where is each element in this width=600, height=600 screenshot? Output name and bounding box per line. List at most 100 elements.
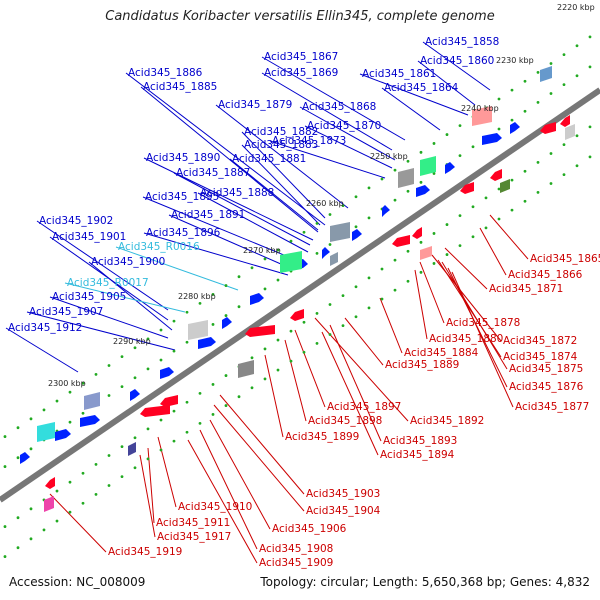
leader-line [444, 247, 488, 290]
gene-label[interactable]: Acid345_1874 [503, 351, 578, 363]
gene-label[interactable]: Acid345_1883 [244, 139, 318, 151]
gene-label[interactable]: Acid345_1878 [446, 317, 520, 329]
scale-ticks: 2220 kbp 2230 kbp 2240 kbp 2250 kbp 2260 kbp… [48, 3, 595, 388]
gene-label[interactable]: Acid345_1861 [362, 68, 436, 80]
tick-dot [328, 303, 332, 306]
gene-label[interactable]: Acid345_1902 [39, 215, 113, 227]
gene-label[interactable]: Acid345_1910 [178, 501, 252, 513]
reverse-gene-arrow [560, 115, 570, 127]
gene-label[interactable]: Acid345_R0017 [67, 277, 149, 289]
tick-dot [81, 411, 85, 415]
gene-label[interactable]: Acid345_1869 [264, 67, 338, 79]
gene-label[interactable]: Acid345_R0016 [118, 241, 200, 253]
gene-label[interactable]: Acid345_1912 [8, 322, 82, 334]
tick-dot [198, 301, 202, 305]
gene-label[interactable]: Acid345_1871 [489, 283, 563, 295]
leader-line [269, 140, 386, 179]
gene-label[interactable]: Acid345_1879 [218, 99, 292, 111]
gene-label[interactable]: Acid345_1895 [145, 191, 219, 203]
gene-label[interactable]: Acid345_1908 [259, 543, 333, 555]
gene-label[interactable]: Acid345_1876 [509, 381, 584, 393]
gene-label[interactable]: Acid345_1899 [285, 431, 359, 443]
tick-dot [29, 537, 33, 541]
gene-label[interactable]: Acid345_1870 [307, 120, 381, 132]
tick-dot [315, 221, 319, 225]
forward-gene-arrow [55, 429, 71, 441]
gene-label[interactable]: Acid345_1881 [232, 153, 306, 165]
gene-label[interactable]: Acid345_1907 [29, 306, 103, 318]
gene-box [398, 168, 414, 188]
gene-label[interactable]: Acid345_1882 [244, 126, 318, 138]
gene-label[interactable]: Acid345_1884 [404, 347, 479, 359]
tick-dot [55, 519, 59, 523]
gene-label[interactable]: Acid345_1887 [176, 167, 250, 179]
tick-dot [133, 466, 137, 470]
tick-dot [3, 555, 7, 558]
gene-label[interactable]: Acid345_1896 [146, 227, 221, 239]
gene-label[interactable]: Acid345_1903 [306, 488, 380, 500]
tick-dot [354, 225, 358, 229]
scale-tick-label: 2280 kbp [178, 292, 216, 301]
gene-label[interactable]: Acid345_1898 [308, 415, 382, 427]
gene-label[interactable]: Acid345_1873 [272, 135, 346, 147]
gene-label[interactable]: Acid345_1906 [272, 523, 347, 535]
gene-label[interactable]: Acid345_1894 [380, 449, 455, 461]
tick-dot [29, 447, 33, 451]
leader-line [299, 106, 396, 161]
tick-dot [523, 169, 527, 173]
gene-label[interactable]: Acid345_1901 [52, 231, 126, 243]
tick-dot [224, 404, 228, 407]
gene-label[interactable]: Acid345_1886 [128, 67, 203, 79]
reverse-gene-arrow [412, 227, 422, 239]
forward-gene-arrow [416, 185, 430, 197]
gene-label[interactable]: Acid345_1877 [515, 401, 589, 413]
tick-dot [549, 182, 553, 185]
leader-line [381, 87, 441, 131]
forward-gene-arrow [250, 293, 264, 305]
gene-label[interactable]: Acid345_1919 [108, 546, 182, 558]
gene-label[interactable]: Acid345_1858 [425, 36, 499, 48]
tick-dot [263, 377, 267, 381]
tick-dot [432, 262, 436, 265]
tick-dot [575, 44, 579, 48]
gene-label[interactable]: Acid345_1868 [302, 101, 376, 113]
map-title: Candidatus Koribacter versatilis Ellin34… [105, 9, 495, 24]
gene-label[interactable]: Acid345_1880 [429, 333, 503, 345]
gene-label[interactable]: Acid345_1897 [327, 401, 401, 413]
gene-label[interactable]: Acid345_1867 [264, 51, 338, 63]
gene-label[interactable]: Acid345_1865 [530, 253, 600, 265]
gene-label[interactable]: Acid345_1864 [384, 82, 459, 94]
tick-dot [107, 454, 111, 457]
gene-label[interactable]: Acid345_1891 [171, 209, 245, 221]
tick-dot [393, 258, 397, 262]
gene-label[interactable]: Acid345_1860 [420, 55, 494, 67]
gene-label[interactable]: Acid345_1893 [383, 435, 457, 447]
gene-label[interactable]: Acid345_1911 [156, 517, 230, 529]
gene-label[interactable]: Acid345_1917 [157, 531, 231, 543]
leader-line [125, 72, 326, 226]
forward-gene-arrow [352, 229, 362, 241]
gene-label[interactable]: Acid345_1905 [52, 291, 126, 303]
gene-label[interactable]: Acid345_1892 [410, 415, 484, 427]
gene-label[interactable]: Acid345_1904 [306, 505, 381, 517]
gene-label[interactable]: Acid345_1872 [503, 335, 577, 347]
gene-label[interactable]: Acid345_1866 [508, 269, 583, 281]
tick-dot [354, 285, 358, 289]
gene-label[interactable]: Acid345_1889 [385, 359, 459, 371]
tick-dot [380, 177, 384, 181]
tick-dot [380, 297, 384, 301]
tick-dot [536, 70, 540, 74]
reverse-gene-arrow [540, 122, 556, 134]
gene-box [128, 442, 136, 456]
gene-label[interactable]: Acid345_1900 [91, 256, 165, 268]
tick-dot [393, 168, 397, 172]
gene-label[interactable]: Acid345_1885 [143, 81, 217, 93]
tick-dot [588, 125, 592, 129]
tick-dot [380, 267, 384, 271]
gene-label[interactable]: Acid345_1875 [509, 363, 583, 375]
gene-label[interactable]: Acid345_1909 [259, 557, 333, 569]
gene-label[interactable]: Acid345_1888 [200, 187, 274, 199]
tick-dot [250, 356, 254, 360]
gene-box [238, 360, 254, 378]
gene-label[interactable]: Acid345_1890 [146, 152, 220, 164]
